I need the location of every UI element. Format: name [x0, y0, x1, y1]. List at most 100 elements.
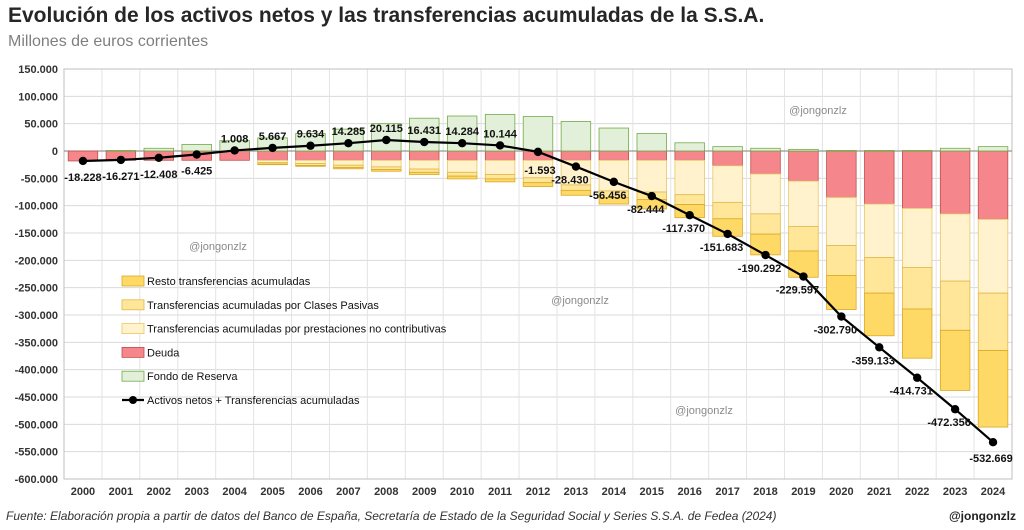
bar-clases	[977, 292, 1009, 351]
bar-deuda	[826, 150, 857, 198]
x-tick-label: 2018	[753, 486, 777, 498]
y-tick-label: -350.000	[15, 337, 58, 349]
bar-deuda	[939, 150, 971, 215]
bar-resto	[939, 329, 971, 391]
x-tick-label: 2013	[564, 486, 588, 498]
bar-deuda	[977, 150, 1009, 220]
x-tick-label: 2010	[450, 486, 474, 498]
bar-nocontrib	[902, 207, 933, 268]
data-label: -117.370	[662, 223, 705, 235]
bar-fondo	[181, 144, 212, 152]
bar-nocontrib	[750, 173, 781, 215]
bar-resto	[446, 175, 478, 180]
line-point	[230, 146, 239, 155]
bar-fondo	[939, 147, 971, 152]
watermark: @jongonzlz	[551, 295, 609, 307]
y-tick-label: -250.000	[15, 283, 58, 295]
bar-clases	[522, 177, 554, 184]
y-tick-label: -600.000	[15, 474, 58, 486]
data-label: -229.597	[776, 285, 819, 297]
bar-nocontrib	[826, 197, 857, 246]
bar-deuda	[674, 150, 705, 161]
watermark: @jongonzlz	[189, 241, 247, 253]
bar-clases	[864, 257, 895, 294]
data-label: -18.228	[64, 172, 101, 184]
bar-fondo	[712, 146, 743, 152]
x-tick-label: 2007	[336, 486, 360, 498]
bar-fondo	[826, 150, 857, 152]
bar-deuda	[788, 150, 819, 182]
x-tick-label: 2011	[488, 486, 512, 498]
data-label: 1.008	[221, 133, 249, 145]
x-tick-label: 2012	[526, 486, 550, 498]
line-point	[533, 147, 543, 157]
x-tick-label: 2021	[867, 486, 891, 498]
data-label: 10.144	[483, 128, 518, 140]
y-tick-label: 150.000	[18, 64, 58, 76]
bar-clases	[409, 168, 440, 173]
bar-clases	[371, 166, 402, 170]
bar-resto	[333, 166, 364, 170]
watermark: @jongonzlz	[675, 405, 733, 417]
chart-svg: 150.000 100.000 50.000 0 -50.000 -100.000 -150…	[15, 64, 1013, 498]
line-point	[685, 210, 694, 220]
data-label: -82.444	[627, 204, 665, 216]
x-tick-label: 2003	[184, 486, 208, 498]
x-tick-label: 2014	[602, 486, 627, 498]
data-label: -28.430	[551, 175, 588, 187]
bar-nocontrib	[484, 159, 516, 175]
y-tick-label: -450.000	[15, 392, 58, 404]
legend-swatch-marker	[129, 396, 137, 404]
x-tick-label: 2023	[943, 486, 967, 498]
bar-fondo	[105, 150, 137, 152]
author-handle: @jongonzlz	[948, 509, 1016, 523]
bar-resto	[409, 171, 440, 175]
bar-resto	[977, 350, 1009, 428]
x-tick-label: 2019	[791, 486, 815, 498]
line-point	[420, 137, 429, 147]
legend-swatch-clases	[121, 299, 145, 311]
y-tick-label: -400.000	[15, 365, 58, 377]
legend-swatch-resto	[121, 275, 145, 287]
y-tick-label: -300.000	[15, 310, 58, 322]
bar-nocontrib	[977, 218, 1009, 294]
bar-nocontrib	[409, 159, 440, 170]
bar-nocontrib	[295, 159, 326, 164]
bar-fondo	[864, 150, 895, 152]
line-point	[723, 229, 732, 239]
line-point	[192, 150, 201, 159]
x-tick-label: 2005	[260, 486, 284, 498]
data-label: 5.667	[259, 131, 287, 143]
bar-clases	[712, 201, 743, 220]
bar-deuda	[750, 150, 781, 175]
bar-resto	[826, 275, 857, 310]
data-label: -532.669	[969, 453, 1012, 465]
bar-deuda	[598, 150, 630, 161]
bar-nocontrib	[712, 165, 743, 203]
legend-swatch-deuda	[121, 346, 145, 358]
legend: Resto transferencias acumuladas Transfere…	[121, 275, 447, 407]
line-point	[950, 405, 960, 414]
bar-clases	[939, 280, 971, 331]
line-point	[571, 162, 581, 171]
line-point	[837, 312, 846, 321]
bar-deuda	[257, 150, 288, 161]
data-label: -16.271	[102, 171, 139, 183]
x-tick-label: 2008	[374, 486, 398, 498]
watermarks: @jongonzlz @jongonzlz @jongonzlz @jongonzlz	[189, 105, 847, 417]
y-tick-label: -550.000	[15, 447, 58, 459]
data-label: 16.431	[407, 125, 441, 137]
x-tick-label: 2000	[71, 486, 95, 498]
line-point	[647, 191, 656, 201]
y-tick-label: -500.000	[15, 419, 58, 431]
bar-resto	[864, 292, 895, 337]
bar-resto	[257, 163, 288, 166]
x-tick-label: 2009	[412, 486, 436, 498]
bar-fondo	[636, 133, 667, 152]
line-point	[761, 250, 770, 260]
bar-nocontrib	[939, 213, 971, 282]
legend-label: Fondo de Reserva	[147, 371, 238, 383]
bar-resto	[295, 165, 326, 167]
line-point	[913, 373, 922, 382]
data-label: -472.356	[927, 417, 970, 429]
